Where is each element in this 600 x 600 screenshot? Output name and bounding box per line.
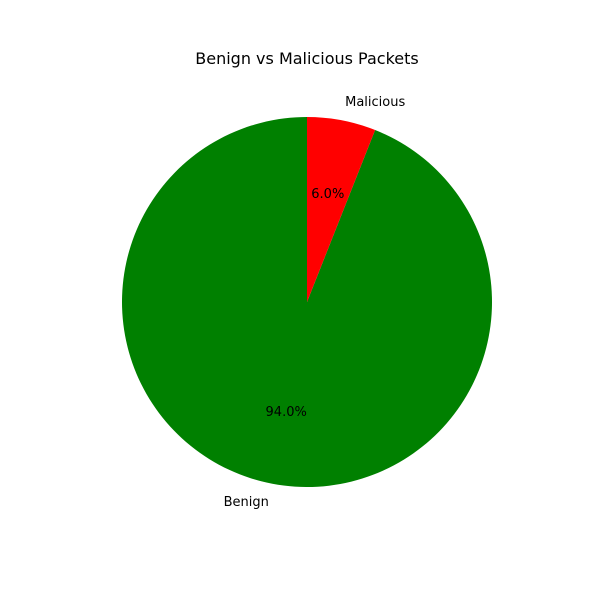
pie-slice-malicious [307, 117, 376, 302]
pie-slices [122, 117, 493, 488]
percent-label-benign: 94.0% [266, 405, 307, 420]
slice-label-malicious: Malicious [345, 95, 405, 110]
pie-slice-benign [122, 117, 493, 488]
slice-label-benign: Benign [224, 495, 269, 510]
chart-title: Benign vs Malicious Packets [195, 49, 418, 68]
pie-labels: Benign 94.0% Malicious 6.0% [224, 95, 406, 510]
percent-label-malicious: 6.0% [311, 187, 344, 202]
